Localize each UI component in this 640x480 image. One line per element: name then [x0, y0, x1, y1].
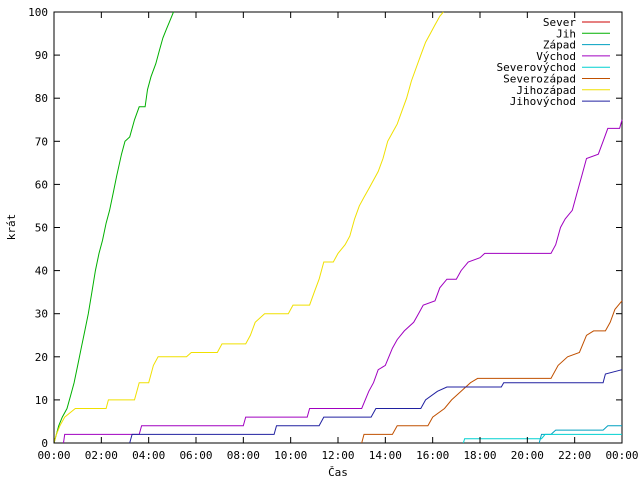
y-tick-label: 30	[35, 308, 48, 321]
x-tick-label: 06:00	[179, 449, 212, 462]
legend-label: Severozápad	[503, 73, 576, 86]
series-line-Severovýchod	[462, 433, 622, 444]
y-tick-label: 100	[28, 6, 48, 19]
y-tick-label: 20	[35, 351, 48, 364]
x-tick-label: 18:00	[463, 449, 496, 462]
x-tick-label: 16:00	[416, 449, 449, 462]
x-axis-title: Čas	[328, 466, 348, 479]
series-line-Východ	[63, 119, 623, 444]
legend-label: Jihozápad	[516, 84, 576, 97]
legend-label: Jih	[556, 27, 576, 40]
series-line-Jih	[53, 11, 174, 444]
y-tick-label: 80	[35, 92, 48, 105]
x-tick-label: 22:00	[558, 449, 591, 462]
legend-label: Západ	[543, 39, 576, 52]
x-tick-label: 14:00	[369, 449, 402, 462]
x-tick-label: 12:00	[321, 449, 354, 462]
x-tick-label: 00:00	[605, 449, 638, 462]
x-tick-label: 00:00	[37, 449, 70, 462]
y-tick-label: 60	[35, 178, 48, 191]
legend: SeverJihZápadVýchodSeverovýchodSeverozáp…	[497, 16, 610, 108]
x-tick-label: 10:00	[274, 449, 307, 462]
series-line-Západ	[538, 425, 622, 444]
legend-label: Severovýchod	[497, 61, 576, 74]
y-tick-label: 70	[35, 135, 48, 148]
x-tick-label: 08:00	[227, 449, 260, 462]
legend-label: Jihovýchod	[510, 95, 576, 108]
x-tick-label: 02:00	[85, 449, 118, 462]
y-tick-label: 40	[35, 265, 48, 278]
series-line-Severozápad	[361, 300, 623, 444]
series-layer	[53, 11, 623, 444]
x-tick-label: 04:00	[132, 449, 165, 462]
legend-label: Východ	[536, 50, 576, 63]
series-line-Jihozápad	[53, 11, 444, 444]
y-tick-label: 0	[41, 437, 48, 450]
legend-label: Sever	[543, 16, 576, 29]
y-tick-label: 10	[35, 394, 48, 407]
x-tick-label: 20:00	[511, 449, 544, 462]
y-tick-label: 50	[35, 222, 48, 235]
y-tick-label: 90	[35, 49, 48, 62]
axis-ticks: 0 10 20 30 40 50 60 70 80 90 100 00:00 02:00 04:00 06:…	[28, 6, 638, 462]
series-line-Jihovýchod	[129, 369, 623, 444]
y-axis-title: krát	[5, 214, 18, 241]
